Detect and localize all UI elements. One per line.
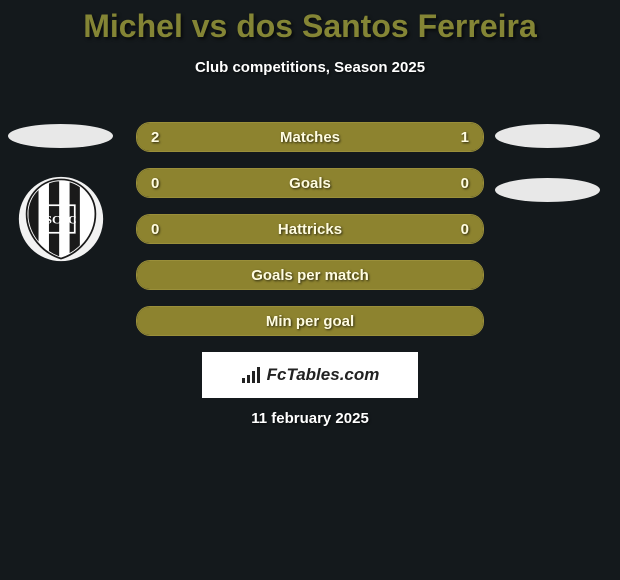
brand-text: FcTables.com — [267, 365, 380, 385]
bar-row-min-per-goal: Min per goal — [136, 306, 484, 336]
bar-label: Hattricks — [137, 215, 483, 243]
bar-label: Goals — [137, 169, 483, 197]
club-crest: SCFC — [18, 176, 104, 262]
player-avatar-right-2 — [495, 178, 600, 202]
svg-text:SCFC: SCFC — [45, 212, 76, 226]
bar-label: Matches — [137, 123, 483, 151]
page-title: Michel vs dos Santos Ferreira — [0, 0, 620, 45]
bar-row-hattricks: 00Hattricks — [136, 214, 484, 244]
bar-row-goals: 00Goals — [136, 168, 484, 198]
comparison-bars: 21Matches 00Goals 00Hattricks Goals per mat… — [136, 122, 484, 352]
brand-box: FcTables.com — [202, 352, 418, 398]
bar-label: Min per goal — [137, 307, 483, 335]
bar-label: Goals per match — [137, 261, 483, 289]
subtitle: Club competitions, Season 2025 — [0, 59, 620, 76]
player-avatar-left — [8, 124, 113, 148]
player-avatar-right-1 — [495, 124, 600, 148]
date-label: 11 february 2025 — [0, 410, 620, 427]
bars-ascending-icon — [241, 366, 263, 384]
bar-row-matches: 21Matches — [136, 122, 484, 152]
bar-row-goals-per-match: Goals per match — [136, 260, 484, 290]
